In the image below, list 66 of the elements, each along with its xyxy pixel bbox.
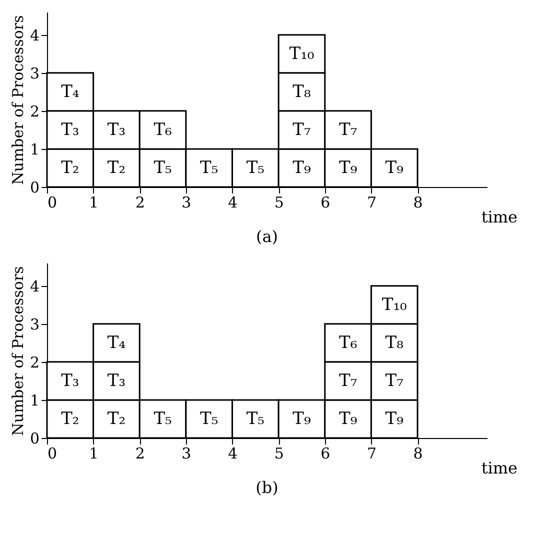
x-axis-title: time xyxy=(481,458,518,478)
y-axis-title: Number of Processors xyxy=(8,266,27,436)
data-label: T₉ xyxy=(292,158,311,178)
y-tick-label: 1 xyxy=(30,140,40,158)
x-tick-label: 4 xyxy=(228,444,238,462)
x-tick-label: 5 xyxy=(274,444,284,462)
x-tick-label: 6 xyxy=(320,194,330,212)
data-label: T₉ xyxy=(385,158,404,178)
x-tick-label: 0 xyxy=(48,444,58,462)
y-axis-title: Number of Processors xyxy=(8,15,27,185)
x-tick-label: 1 xyxy=(89,444,99,462)
y-tick-label: 0 xyxy=(30,430,40,448)
data-label: T₅ xyxy=(154,158,172,178)
y-tick-label: 1 xyxy=(30,391,40,410)
x-tick-label: 0 xyxy=(48,194,58,212)
x-tick-label: 3 xyxy=(182,194,192,212)
y-tick-label: 0 xyxy=(30,178,40,196)
data-label: T₉ xyxy=(292,408,311,429)
data-label: T₄ xyxy=(61,82,80,102)
data-label: T₂ xyxy=(107,158,126,178)
data-label: T₉ xyxy=(338,158,358,178)
data-label: T₇ xyxy=(292,120,311,140)
data-label: T₂ xyxy=(61,158,80,178)
data-label: T₅ xyxy=(200,158,218,178)
y-tick-label: 3 xyxy=(30,315,40,334)
x-tick-label: 2 xyxy=(135,444,145,462)
data-label: T₇ xyxy=(338,120,358,140)
x-axis-title: time xyxy=(481,208,518,226)
x-tick-label: 4 xyxy=(228,194,238,212)
y-tick-label: 4 xyxy=(30,277,40,296)
data-label: T₅ xyxy=(246,158,265,178)
data-label: T₁₀ xyxy=(289,44,314,64)
data-label: T₃ xyxy=(107,120,126,140)
x-tick-label: 6 xyxy=(320,444,330,462)
x-tick-label: 8 xyxy=(413,444,423,462)
y-tick-label: 3 xyxy=(30,64,40,82)
data-label: T₉ xyxy=(338,408,358,429)
x-tick-label: 7 xyxy=(366,444,376,462)
x-tick-label: 2 xyxy=(135,194,145,212)
y-tick-label: 4 xyxy=(30,26,40,44)
y-tick-label: 2 xyxy=(30,102,40,120)
x-tick-label: 8 xyxy=(413,194,423,212)
x-tick-label: 1 xyxy=(89,194,99,212)
x-tick-label: 3 xyxy=(182,444,192,462)
data-label: T₃ xyxy=(61,120,80,140)
text: (a) xyxy=(256,227,278,246)
data-label: T₆ xyxy=(154,120,172,140)
data-label: T₆ xyxy=(338,332,358,353)
data-label: T₇ xyxy=(338,370,358,391)
data-label: T₇ xyxy=(385,370,404,391)
data-label: T₂ xyxy=(107,408,126,429)
data-label: T₈ xyxy=(292,82,311,102)
data-label: T₉ xyxy=(385,408,404,429)
data-label: T₃ xyxy=(61,370,80,391)
text: (b) xyxy=(256,478,278,497)
data-label: T₈ xyxy=(385,332,404,353)
x-tick-label: 7 xyxy=(366,194,376,212)
data-label: T₅ xyxy=(200,408,218,429)
data-label: T₄ xyxy=(107,332,126,353)
data-label: T₅ xyxy=(154,408,172,429)
y-tick-label: 2 xyxy=(30,353,40,372)
data-label: T₅ xyxy=(246,408,265,429)
x-tick-label: 5 xyxy=(274,194,284,212)
data-label: T₂ xyxy=(61,408,80,429)
data-label: T₃ xyxy=(107,370,126,391)
data-label: T₁₀ xyxy=(382,294,408,315)
